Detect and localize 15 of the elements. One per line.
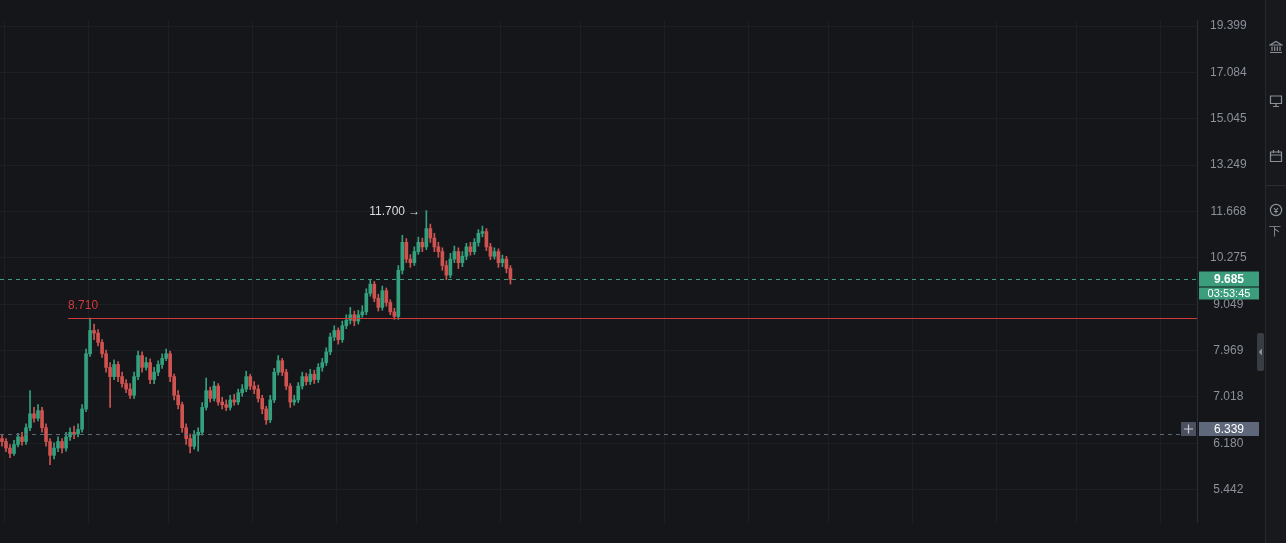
text: 下 <box>1269 224 1282 238</box>
y-tick-label: 7.018 <box>1213 389 1244 404</box>
ref-line-label: 9.685 <box>1213 271 1245 286</box>
y-tick-label: 6.180 <box>1213 435 1244 450</box>
y-tick-label: 5.442 <box>1213 482 1244 497</box>
y-tick-label: 19.399 <box>1210 18 1248 33</box>
ref-line-label: 8.710 <box>68 297 99 312</box>
ref-line-label: 6.339 <box>1213 421 1245 436</box>
y-tick-label: 17.084 <box>1210 64 1248 79</box>
y-tick-label: 7.969 <box>1213 342 1244 357</box>
y-tick-label: 11.668 <box>1210 203 1247 218</box>
annotation: 11.700 → <box>369 203 421 218</box>
y-tick-label: 13.249 <box>1210 157 1248 172</box>
y-tick-label: 10.275 <box>1210 250 1248 265</box>
y-tick-label: 15.045 <box>1210 111 1248 126</box>
